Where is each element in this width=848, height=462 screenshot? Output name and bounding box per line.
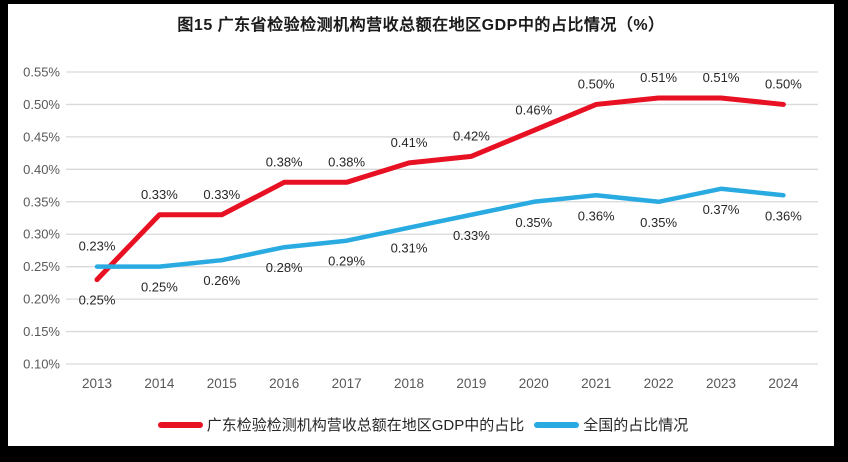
svg-text:0.38%: 0.38% (266, 154, 303, 169)
svg-text:0.50%: 0.50% (23, 97, 60, 112)
svg-text:0.55%: 0.55% (23, 65, 60, 80)
svg-text:2019: 2019 (456, 376, 486, 391)
svg-text:0.33%: 0.33% (203, 187, 240, 202)
svg-text:0.50%: 0.50% (765, 76, 802, 91)
svg-text:0.42%: 0.42% (453, 128, 490, 143)
svg-text:0.28%: 0.28% (266, 260, 303, 275)
national-line-swatch-icon (534, 421, 580, 428)
chart-legend: 广东检验检测机构营收总额在地区GDP中的占比 全国的占比情况 (8, 414, 834, 435)
svg-text:2014: 2014 (144, 376, 175, 391)
svg-text:0.33%: 0.33% (453, 228, 490, 243)
svg-text:0.50%: 0.50% (578, 76, 615, 91)
svg-text:0.45%: 0.45% (23, 129, 60, 144)
svg-text:2021: 2021 (581, 376, 611, 391)
svg-text:0.35%: 0.35% (515, 215, 552, 230)
svg-text:0.46%: 0.46% (515, 102, 552, 117)
svg-text:2020: 2020 (519, 376, 549, 391)
svg-text:2022: 2022 (644, 376, 674, 391)
svg-text:2013: 2013 (82, 376, 112, 391)
svg-text:2023: 2023 (706, 376, 736, 391)
svg-text:2015: 2015 (207, 376, 237, 391)
svg-text:0.25%: 0.25% (79, 293, 116, 308)
svg-text:0.51%: 0.51% (703, 70, 740, 85)
svg-text:0.33%: 0.33% (141, 187, 178, 202)
svg-text:0.29%: 0.29% (328, 254, 365, 269)
svg-text:2024: 2024 (768, 376, 799, 391)
svg-text:0.36%: 0.36% (765, 208, 802, 223)
line-chart: 0.55% 0.50% 0.45% 0.40% 0.35% 0.30% 0.25% 0.20%… (23, 65, 818, 391)
svg-text:0.15%: 0.15% (23, 324, 60, 339)
svg-text:0.30%: 0.30% (23, 227, 60, 242)
svg-text:0.41%: 0.41% (391, 135, 428, 150)
svg-text:0.51%: 0.51% (640, 70, 677, 85)
svg-text:2017: 2017 (332, 376, 362, 391)
svg-text:0.10%: 0.10% (23, 357, 60, 372)
svg-text:0.20%: 0.20% (23, 292, 60, 307)
svg-text:2016: 2016 (269, 376, 299, 391)
svg-text:0.25%: 0.25% (141, 280, 178, 295)
svg-text:0.31%: 0.31% (391, 241, 428, 256)
chart-title: 图15 广东省检验检测机构营收总额在地区GDP中的占比情况（%） (177, 17, 665, 34)
svg-text:0.38%: 0.38% (328, 154, 365, 169)
svg-text:0.23%: 0.23% (79, 239, 116, 254)
svg-text:0.37%: 0.37% (703, 202, 740, 217)
svg-text:0.35%: 0.35% (640, 215, 677, 230)
legend-item-guangdong: 广东检验检测机构营收总额在地区GDP中的占比 (154, 414, 525, 435)
legend-label-national: 全国的占比情况 (583, 417, 689, 434)
svg-text:0.36%: 0.36% (578, 208, 615, 223)
chart-panel: 图15 广东省检验检测机构营收总额在地区GDP中的占比情况（%） 0.55% 0.… (8, 4, 834, 446)
svg-text:0.35%: 0.35% (23, 194, 60, 209)
svg-text:0.25%: 0.25% (23, 259, 60, 274)
guangdong-line-swatch-icon (157, 421, 203, 428)
legend-label-guangdong: 广东检验检测机构营收总额在地区GDP中的占比 (206, 417, 525, 434)
legend-item-national: 全国的占比情况 (530, 414, 688, 435)
svg-text:0.26%: 0.26% (203, 273, 240, 288)
svg-text:2018: 2018 (394, 376, 424, 391)
svg-text:0.40%: 0.40% (23, 162, 60, 177)
